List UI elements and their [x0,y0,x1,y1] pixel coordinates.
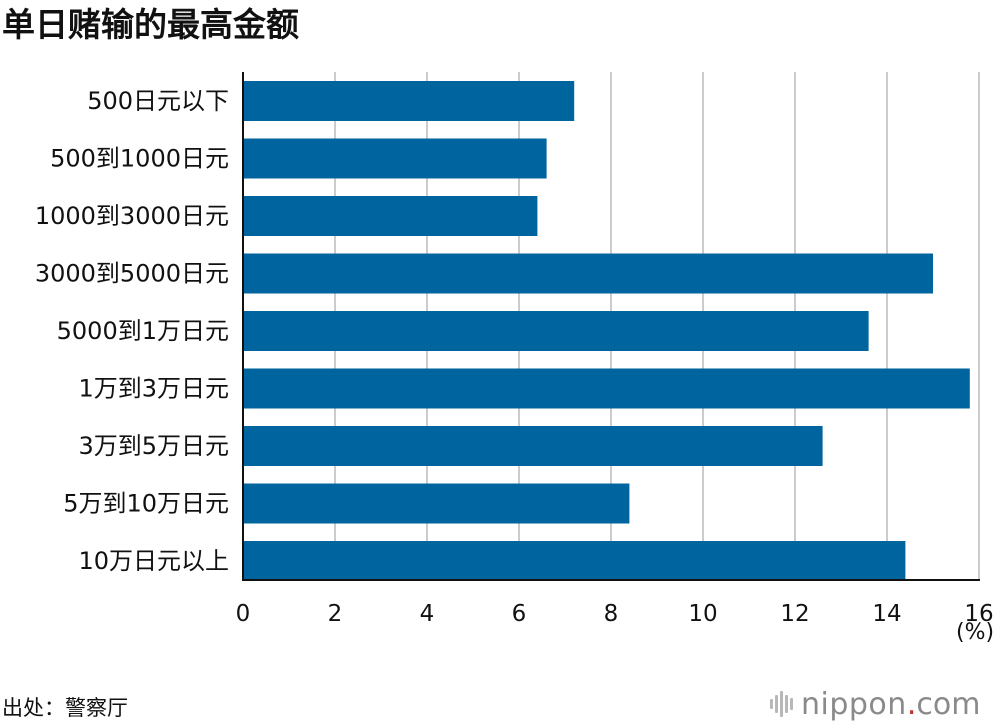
x-tick-label-0: 0 [236,601,251,627]
category-label-2: 500到1000日元 [50,145,229,173]
sound-wave-icon [770,689,793,719]
brand-tld: com [916,686,981,722]
bar-8 [243,483,630,524]
chart-title: 单日赌输的最高金额 [2,5,299,44]
brand-name: nippon [801,686,907,722]
nippon-logo: nippon. com [770,684,980,724]
category-label-4: 3000到5000日元 [35,260,229,288]
bar-3 [243,196,538,236]
category-label-1: 500日元以下 [87,87,229,115]
x-tick-label-3: 6 [512,601,527,627]
category-label-5: 5000到1万日元 [57,317,229,345]
bars [243,81,970,581]
category-label-8: 5万到10万日元 [63,490,229,518]
source-note: 出处：警察厅 [2,696,128,720]
category-label-7: 3万到5万日元 [78,432,229,460]
x-tick-label-1: 2 [328,601,343,627]
x-tick-label-6: 12 [780,601,809,627]
bar-4 [243,253,933,294]
axes [242,72,980,581]
x-tick-label-8: 16 [964,601,993,627]
category-label-3: 1000到3000日元 [35,202,229,230]
bar-5 [243,311,869,351]
bar-9 [243,541,906,581]
x-axis-unit: (%) [956,620,995,645]
bar-1 [243,81,575,121]
x-tick-label-7: 14 [872,601,901,627]
category-label-9: 10万日元以上 [78,547,229,575]
x-tick-label-5: 10 [688,601,717,627]
brand-dot: . [906,686,917,722]
x-tick-label-2: 4 [420,601,435,627]
x-tick-label-4: 8 [604,601,619,627]
bar-2 [243,138,547,179]
category-labels: 500日元以下 500到1000日元 1000到3000日元 3000到5000日元 5… [35,87,229,575]
tick-labels: 0 2 4 6 8 10 12 14 16 [236,601,994,627]
category-label-6: 1万到3万日元 [78,375,229,403]
bar-6 [243,368,970,409]
bar-7 [243,426,823,466]
